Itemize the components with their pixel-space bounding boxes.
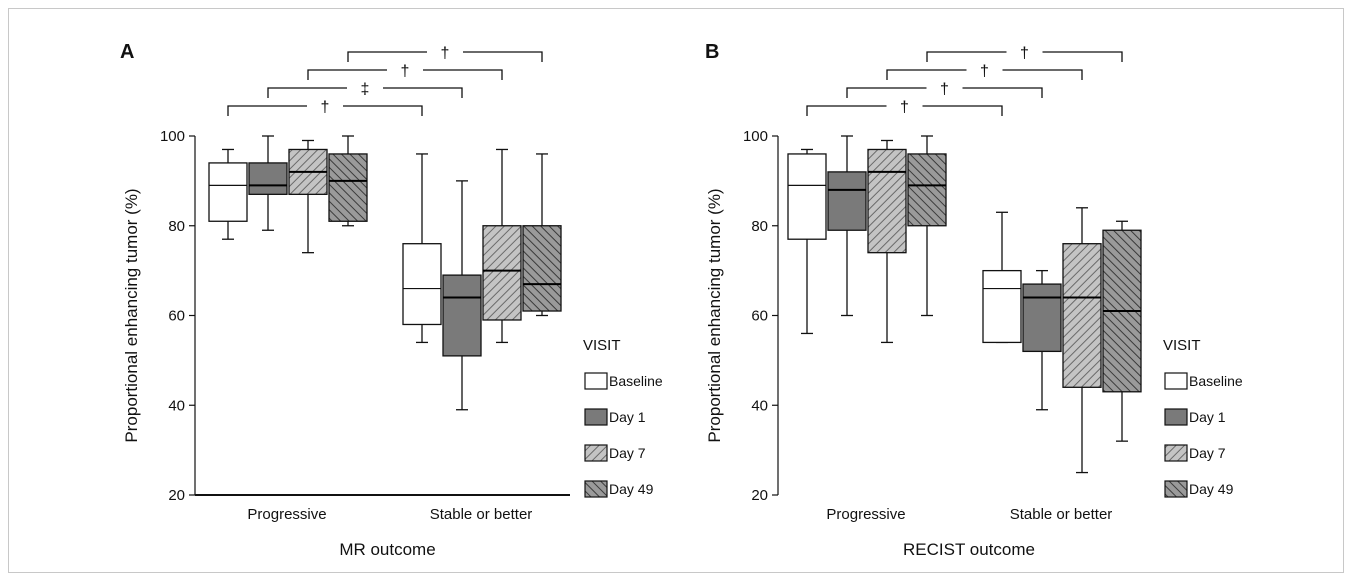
legend-swatch bbox=[584, 408, 608, 426]
y-tick-label: 20 bbox=[751, 487, 768, 504]
x-axis-title: MR outcome bbox=[339, 540, 435, 559]
legend-swatch bbox=[1164, 480, 1188, 498]
y-tick-label: 100 bbox=[160, 128, 185, 145]
significance-bracket-left bbox=[846, 87, 927, 98]
box-day-1 bbox=[1022, 283, 1062, 353]
legend-swatch bbox=[584, 444, 608, 462]
legend-label: Day 49 bbox=[1189, 481, 1234, 497]
significance-bracket-left bbox=[806, 105, 887, 116]
significance-bracket-left bbox=[227, 105, 307, 116]
panel-b: B 20 40 60 80 100 Proportional enhancing tumor… bbox=[705, 41, 1243, 559]
legend-swatch bbox=[1164, 372, 1188, 390]
y-axis-title: Proportional enhancing tumor (%) bbox=[705, 188, 724, 442]
significance-bracket-left bbox=[886, 69, 967, 80]
box-day-49 bbox=[522, 225, 562, 312]
significance-mark: † bbox=[1020, 45, 1029, 62]
y-axis-title: Proportional enhancing tumor (%) bbox=[122, 188, 141, 442]
y-tick-label: 100 bbox=[743, 128, 768, 145]
box-day-7 bbox=[867, 148, 907, 254]
legend-label: Day 7 bbox=[1189, 445, 1226, 461]
box-day-1 bbox=[248, 162, 288, 195]
y-tick-label: 40 bbox=[168, 397, 185, 414]
significance-mark: † bbox=[441, 45, 450, 62]
x-category-label: Progressive bbox=[826, 506, 905, 523]
significance-bracket-left bbox=[307, 69, 387, 80]
x-category-label: Stable or better bbox=[1010, 506, 1113, 523]
legend-label: Day 7 bbox=[609, 445, 646, 461]
x-axis-title: RECIST outcome bbox=[903, 540, 1035, 559]
significance-bracket-left bbox=[926, 51, 1007, 62]
legend-swatch bbox=[1164, 444, 1188, 462]
legend-swatch bbox=[584, 480, 608, 498]
x-category-label: Progressive bbox=[247, 506, 326, 523]
y-tick-label: 60 bbox=[751, 308, 768, 325]
significance-bracket-right bbox=[423, 69, 503, 80]
panel-letter: A bbox=[120, 41, 134, 63]
legend-swatch bbox=[584, 372, 608, 390]
box-day-7 bbox=[1062, 243, 1102, 388]
legend-title: VISIT bbox=[1163, 337, 1201, 354]
legend-label: Day 49 bbox=[609, 481, 654, 497]
significance-bracket-right bbox=[343, 105, 423, 116]
significance-mark: † bbox=[900, 99, 909, 116]
box-day-7 bbox=[482, 225, 522, 321]
y-tick-label: 40 bbox=[751, 397, 768, 414]
significance-bracket-left bbox=[267, 87, 347, 98]
significance-mark: † bbox=[321, 99, 330, 116]
legend-label: Baseline bbox=[609, 373, 663, 389]
panel-letter: B bbox=[705, 41, 719, 63]
figure-frame bbox=[8, 8, 1344, 573]
legend-title: VISIT bbox=[583, 337, 621, 354]
box-baseline bbox=[208, 162, 248, 222]
significance-bracket-right bbox=[463, 51, 543, 62]
box-day-49 bbox=[328, 153, 368, 222]
y-tick-label: 80 bbox=[168, 218, 185, 235]
significance-bracket-right bbox=[1042, 51, 1123, 62]
significance-bracket-left bbox=[347, 51, 427, 62]
significance-mark: † bbox=[980, 63, 989, 80]
box-day-1 bbox=[827, 171, 867, 231]
significance-bracket-right bbox=[962, 87, 1043, 98]
box-day-49 bbox=[907, 153, 947, 227]
box-baseline bbox=[402, 243, 442, 326]
legend-label: Baseline bbox=[1189, 373, 1243, 389]
box-baseline bbox=[982, 269, 1022, 344]
panel-a: A 20 40 60 80 100 Proportional enhancing tumor… bbox=[120, 41, 663, 559]
significance-mark: † bbox=[940, 81, 949, 98]
legend-label: Day 1 bbox=[1189, 409, 1226, 425]
box-baseline bbox=[787, 153, 827, 240]
significance-mark: ‡ bbox=[361, 81, 370, 98]
significance-bracket-right bbox=[383, 87, 463, 98]
legend-label: Day 1 bbox=[609, 409, 646, 425]
significance-bracket-right bbox=[922, 105, 1003, 116]
significance-bracket-right bbox=[1002, 69, 1083, 80]
box-day-1 bbox=[442, 274, 482, 357]
y-tick-label: 80 bbox=[751, 218, 768, 235]
y-tick-label: 60 bbox=[168, 308, 185, 325]
y-tick-label: 20 bbox=[168, 487, 185, 504]
significance-mark: † bbox=[401, 63, 410, 80]
legend-swatch bbox=[1164, 408, 1188, 426]
x-category-label: Stable or better bbox=[430, 506, 533, 523]
